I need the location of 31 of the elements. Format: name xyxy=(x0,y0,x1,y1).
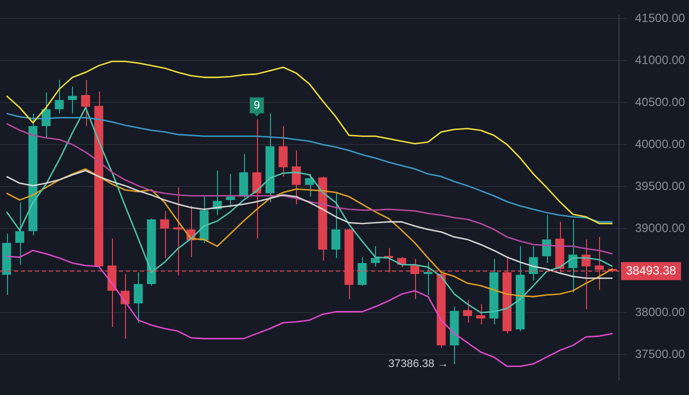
candlestick xyxy=(463,299,472,324)
candlestick xyxy=(305,173,314,198)
candlestick xyxy=(278,126,288,177)
candlestick xyxy=(134,272,143,324)
candlestick xyxy=(292,150,301,205)
candlestick xyxy=(331,192,340,258)
y-tick-label: 37500.00 xyxy=(635,346,686,361)
candlestick xyxy=(358,256,367,286)
candlestick xyxy=(160,210,170,258)
y-tick-label: 41000.00 xyxy=(635,52,686,67)
annotation: 37386.38 → xyxy=(388,358,448,370)
candlestick xyxy=(568,218,578,293)
ref-line-label: 38493.38 xyxy=(626,263,676,278)
candlestick xyxy=(252,118,262,240)
y-tick-label: 40500.00 xyxy=(635,94,686,109)
candlestick xyxy=(15,202,24,266)
candlestick xyxy=(528,246,538,282)
y-tick-label: 39500.00 xyxy=(635,178,686,193)
candlestick xyxy=(81,79,90,127)
candlestick xyxy=(424,262,433,296)
y-tick-label: 39000.00 xyxy=(635,220,686,235)
candlestick xyxy=(54,79,64,114)
candlestick xyxy=(370,246,380,267)
candlestick xyxy=(226,173,235,208)
annotation: 9 xyxy=(254,99,260,112)
y-tick-label: 40000.00 xyxy=(635,136,686,151)
y-tick-label: 38000.00 xyxy=(635,304,686,319)
candlestick xyxy=(476,304,486,325)
candlestick xyxy=(542,214,552,264)
y-tick-label: 41500.00 xyxy=(635,10,686,25)
candlestick xyxy=(68,86,77,114)
